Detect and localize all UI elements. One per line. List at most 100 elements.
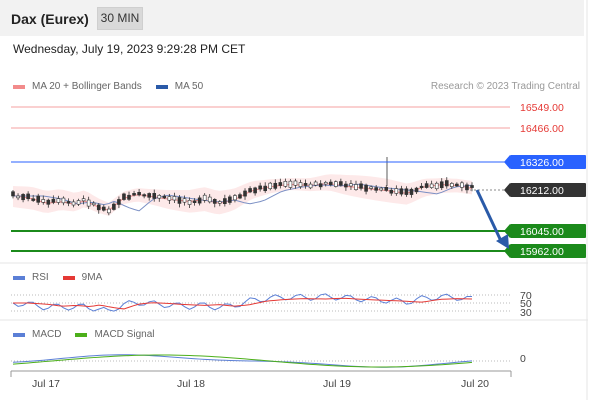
candle-body [414, 187, 419, 193]
candle-body [288, 180, 293, 188]
candle-body [344, 183, 348, 188]
level-tag-last [510, 183, 586, 197]
level-label: 16212.00 [520, 185, 564, 197]
candle-body [16, 195, 20, 199]
candle-body [354, 184, 358, 191]
macd-signal-swatch [75, 332, 88, 337]
candle-body [349, 183, 353, 187]
rsi-level-30: 30 [520, 307, 532, 319]
candle-body [450, 183, 454, 187]
candle-body [434, 182, 439, 190]
macd-zero-label: 0 [520, 353, 526, 365]
candle-body [117, 199, 121, 205]
candle-body [207, 196, 212, 203]
candle-body [460, 182, 464, 188]
candle-body [157, 195, 162, 199]
candle-body [444, 180, 449, 187]
candle-body [86, 199, 91, 207]
candle-body [384, 187, 389, 191]
price-legend: MA 20 + Bollinger Bands MA 50 [13, 81, 203, 92]
rsi-level-50: 50 [520, 298, 532, 310]
candle-body [293, 180, 298, 186]
candle-body [107, 208, 111, 214]
candle-body [313, 181, 318, 186]
candle-body [233, 195, 237, 201]
candle-body [212, 199, 217, 204]
candle-body [56, 198, 61, 203]
candle-body [51, 198, 56, 203]
candle-body [36, 195, 41, 203]
level-label: 16045.00 [520, 226, 564, 238]
x-tick-label: Jul 20 [461, 378, 489, 390]
candle-body [112, 203, 116, 210]
candle-body [394, 188, 399, 194]
candle-body [21, 194, 25, 201]
level-tag-support [510, 224, 586, 238]
ma20-legend-label: MA 20 + Bollinger Bands [32, 81, 142, 92]
candle-body [328, 181, 333, 186]
macd-signal-legend-label: MACD Signal [94, 329, 155, 340]
candle-body [96, 204, 101, 211]
candle-body [389, 189, 394, 194]
candle-body [268, 182, 273, 189]
candle-body [379, 187, 384, 191]
x-tick-label: Jul 18 [177, 378, 205, 390]
candle-body [81, 198, 86, 202]
candle-body [465, 184, 469, 191]
x-tick-label: Jul 17 [32, 378, 60, 390]
rsi-ma-legend-label: 9MA [81, 272, 103, 283]
rsi-ma-swatch [62, 275, 75, 280]
candle-body [26, 193, 30, 200]
candle-body [137, 192, 141, 196]
candle-body [404, 188, 409, 195]
candle-body [127, 194, 131, 200]
candle-body [258, 185, 262, 190]
candle-body [91, 202, 96, 206]
level-lines: 16549.00 16466.00 16326.00 16212.00 16045.00… [11, 102, 586, 258]
candle-body [374, 187, 378, 191]
candle-body [46, 199, 51, 205]
candle-body [61, 197, 66, 204]
rsi-legend: RSI 9MA [13, 272, 102, 283]
candle-body [101, 206, 106, 211]
candle-body [470, 185, 474, 188]
rsi-swatch [13, 275, 25, 280]
candle-body [162, 195, 167, 199]
candle-body [318, 183, 323, 188]
rsi-level-70: 70 [520, 290, 532, 302]
candle-body [399, 188, 404, 195]
level-label: 16326.00 [520, 157, 564, 169]
level-label: 15962.00 [520, 246, 564, 258]
candle-body [147, 193, 151, 198]
candle-body [182, 198, 187, 203]
candle-body [369, 186, 373, 189]
candle-body [419, 185, 424, 189]
candle-body [167, 196, 172, 201]
rsi-panel: 70 50 30 [11, 290, 532, 319]
timestamp: Wednesday, July 19, 2023 9:29:28 PM CET [13, 42, 246, 56]
candle-body [187, 200, 192, 205]
candle-body [278, 182, 283, 186]
candle-body [41, 199, 46, 203]
candle-body [359, 183, 363, 189]
level-tag-support [510, 244, 586, 258]
candle-body [334, 181, 338, 187]
candle-body [248, 188, 252, 193]
rsi-line [12, 293, 473, 312]
ma50-legend-label: MA 50 [174, 81, 204, 92]
provider-credit: Research © 2023 Trading Central [430, 81, 580, 92]
level-label: 16466.00 [520, 123, 564, 135]
candle-body [238, 194, 242, 199]
candle-body [177, 197, 182, 204]
x-axis: Jul 17 Jul 18 Jul 19 Jul 20 [10, 370, 512, 390]
candle-body [243, 190, 247, 197]
macd-legend-label: MACD [32, 329, 62, 340]
timeframe-button[interactable]: 30 MIN [97, 7, 143, 30]
candle-body [364, 184, 368, 192]
instrument-title: Dax (Eurex) [11, 11, 89, 27]
macd-line [12, 354, 473, 368]
rsi-ma-line [13, 297, 473, 310]
candle-body [223, 198, 227, 205]
candle-body [298, 182, 303, 187]
